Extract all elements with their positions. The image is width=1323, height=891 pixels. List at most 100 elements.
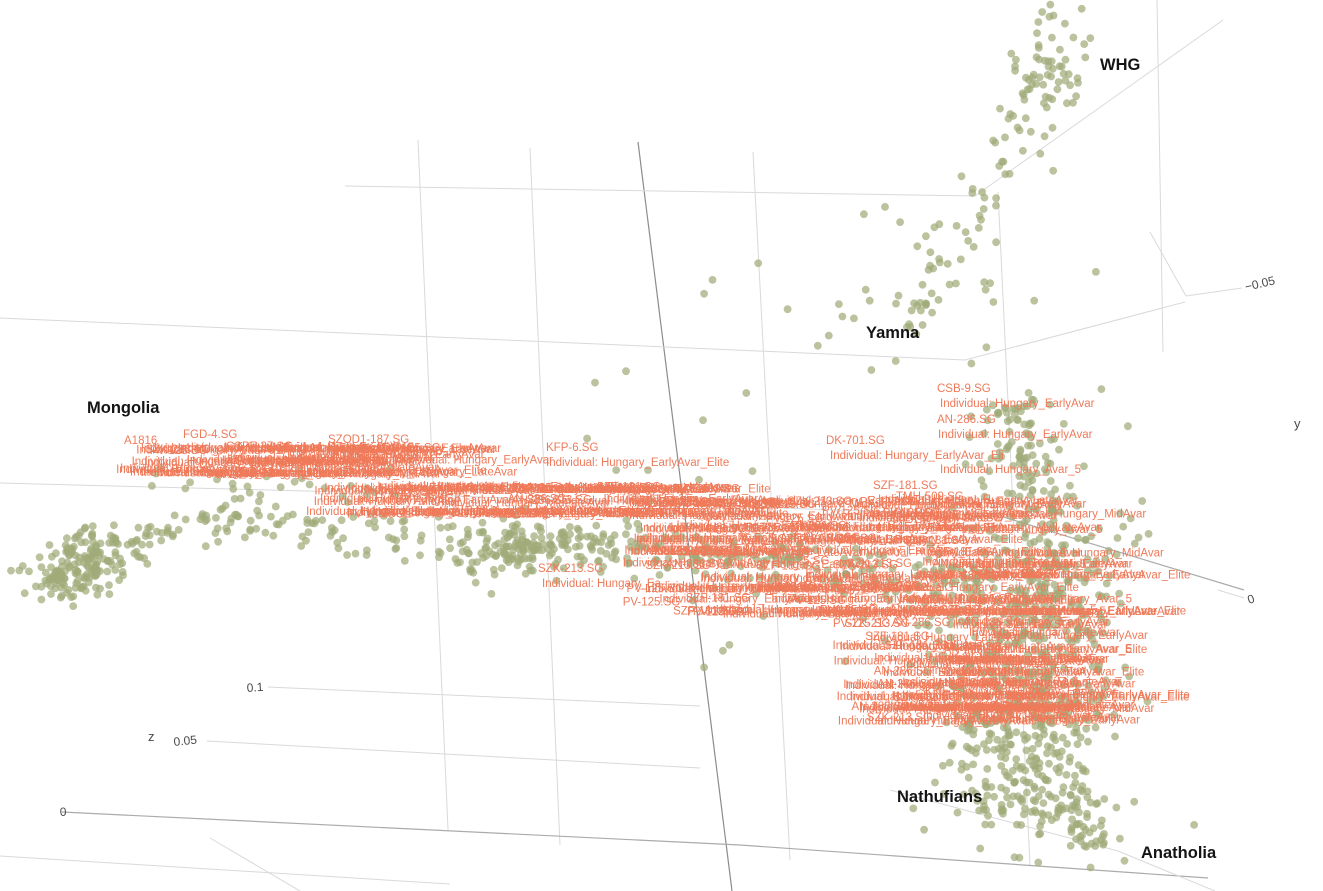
scatter-point[interactable] xyxy=(1080,842,1089,850)
scatter-point[interactable] xyxy=(994,597,1002,606)
scatter-point[interactable] xyxy=(1012,600,1020,609)
scatter-point[interactable] xyxy=(940,576,949,585)
scatter-point[interactable] xyxy=(1064,578,1073,586)
scatter-point[interactable] xyxy=(138,540,146,549)
scatter-point[interactable] xyxy=(499,514,508,523)
scatter-point[interactable] xyxy=(105,539,114,547)
scatter-point[interactable] xyxy=(991,616,1000,625)
scatter-point[interactable] xyxy=(712,550,720,558)
scatter-point[interactable] xyxy=(905,604,913,613)
scatter-point[interactable] xyxy=(47,590,55,598)
scatter-point[interactable] xyxy=(110,521,118,530)
scatter-point[interactable] xyxy=(1078,611,1087,619)
scatter-point[interactable] xyxy=(545,551,554,560)
scatter-point[interactable] xyxy=(92,548,100,556)
scatter-point[interactable] xyxy=(216,505,225,514)
scatter-point[interactable] xyxy=(865,296,874,305)
scatter-point[interactable] xyxy=(979,482,988,491)
scatter-point[interactable] xyxy=(774,560,783,568)
scatter-point[interactable] xyxy=(1089,824,1098,833)
scatter-point[interactable] xyxy=(337,516,346,525)
scatter-point[interactable] xyxy=(103,556,112,565)
scatter-point[interactable] xyxy=(1003,666,1012,675)
scatter-point[interactable] xyxy=(671,530,680,538)
scatter-point[interactable] xyxy=(1002,771,1011,780)
scatter-point[interactable] xyxy=(295,464,303,473)
scatter-point[interactable] xyxy=(326,531,335,540)
scatter-point[interactable] xyxy=(924,266,933,274)
scatter-point[interactable] xyxy=(1081,53,1090,62)
scatter-point[interactable] xyxy=(1014,675,1023,683)
scatter-point[interactable] xyxy=(1104,547,1113,555)
scatter-point[interactable] xyxy=(1034,858,1043,867)
scatter-point[interactable] xyxy=(1043,538,1052,546)
scatter-point[interactable] xyxy=(81,554,89,563)
scatter-point[interactable] xyxy=(1028,745,1037,753)
scatter-point[interactable] xyxy=(635,525,644,534)
scatter-point[interactable] xyxy=(1070,646,1078,655)
scatter-point[interactable] xyxy=(1099,629,1107,637)
scatter-point[interactable] xyxy=(990,584,998,592)
scatter-point[interactable] xyxy=(1011,405,1019,413)
scatter-point[interactable] xyxy=(990,533,999,541)
scatter-point[interactable] xyxy=(992,194,1000,203)
scatter-point[interactable] xyxy=(951,577,960,586)
scatter-point[interactable] xyxy=(92,583,100,592)
scatter-point[interactable] xyxy=(982,648,991,657)
scatter-point[interactable] xyxy=(801,561,809,570)
scatter-point[interactable] xyxy=(305,480,314,489)
scatter-point[interactable] xyxy=(243,482,252,491)
scatter-point[interactable] xyxy=(482,552,490,560)
scatter-point[interactable] xyxy=(994,554,1002,562)
scatter-point[interactable] xyxy=(1071,717,1080,726)
scatter-point[interactable] xyxy=(63,547,72,556)
scatter-point[interactable] xyxy=(867,366,876,374)
scatter-point[interactable] xyxy=(592,521,601,530)
scatter-point[interactable] xyxy=(533,509,542,517)
scatter-point[interactable] xyxy=(830,582,839,591)
scatter-point[interactable] xyxy=(888,564,897,573)
scatter-point[interactable] xyxy=(989,674,998,682)
scatter-point[interactable] xyxy=(118,559,127,568)
scatter-point[interactable] xyxy=(1029,667,1038,676)
scatter-point[interactable] xyxy=(1047,72,1055,81)
scatter-point[interactable] xyxy=(1112,550,1121,559)
scatter-point[interactable] xyxy=(1009,792,1018,801)
scatter-point[interactable] xyxy=(88,522,97,530)
scatter-point[interactable] xyxy=(754,533,763,541)
scatter-point[interactable] xyxy=(515,506,524,515)
scatter-point[interactable] xyxy=(989,401,997,410)
scatter-point[interactable] xyxy=(1086,863,1095,872)
scatter-point[interactable] xyxy=(945,758,954,767)
scatter-point[interactable] xyxy=(921,620,930,629)
scatter-point[interactable] xyxy=(903,323,911,332)
scatter-point[interactable] xyxy=(983,416,992,425)
scatter-point[interactable] xyxy=(1028,80,1036,89)
scatter-point[interactable] xyxy=(1115,589,1124,598)
scatter-point[interactable] xyxy=(995,744,1003,753)
scatter-point[interactable] xyxy=(1048,123,1057,132)
scatter-point[interactable] xyxy=(954,699,962,707)
scatter-point[interactable] xyxy=(930,657,939,666)
scatter-point[interactable] xyxy=(1009,613,1018,622)
scatter-point[interactable] xyxy=(960,581,969,589)
scatter-point[interactable] xyxy=(956,672,965,681)
scatter-point[interactable] xyxy=(471,578,480,587)
scatter-point[interactable] xyxy=(637,535,645,544)
scatter-point[interactable] xyxy=(92,565,100,573)
scatter-point[interactable] xyxy=(1082,574,1090,583)
scatter-point[interactable] xyxy=(996,104,1004,113)
scatter-point[interactable] xyxy=(60,574,69,583)
scatter-point[interactable] xyxy=(723,575,732,584)
scatter-point[interactable] xyxy=(951,643,959,651)
scatter-point[interactable] xyxy=(1049,524,1058,532)
scatter-point[interactable] xyxy=(56,593,65,602)
scatter-point[interactable] xyxy=(795,540,804,549)
scatter-point[interactable] xyxy=(1022,586,1030,595)
scatter-point[interactable] xyxy=(957,172,966,181)
scatter-point[interactable] xyxy=(1005,170,1014,178)
scatter-point[interactable] xyxy=(773,573,782,582)
scatter-point[interactable] xyxy=(1001,570,1009,578)
scatter-point[interactable] xyxy=(997,714,1006,723)
scatter-point[interactable] xyxy=(261,528,270,537)
